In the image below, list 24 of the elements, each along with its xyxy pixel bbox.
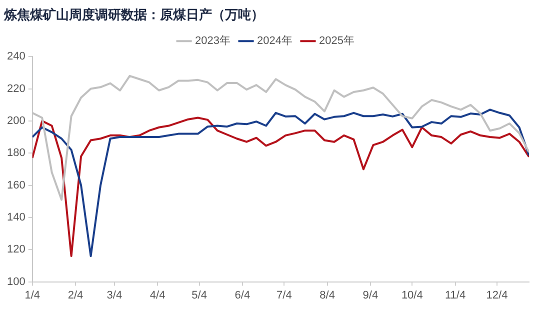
y-tick-label: 160	[6, 179, 26, 192]
y-tick-label: 140	[6, 211, 26, 224]
y-tick-label: 180	[6, 147, 26, 160]
x-tick-label: 4/4	[150, 289, 166, 302]
x-tick-label: 8/4	[320, 289, 335, 302]
legend-label: 2023年	[195, 35, 231, 48]
y-tick-label: 220	[6, 82, 26, 95]
x-tick-label: 2/4	[68, 289, 84, 302]
y-tick-label: 100	[6, 276, 26, 288]
x-tick-label: 11/4	[444, 289, 466, 302]
x-tick-label: 7/4	[276, 289, 292, 302]
x-tick-label: 1/4	[24, 289, 40, 302]
legend-label: 2024年	[257, 35, 292, 48]
y-tick-label: 240	[6, 50, 26, 63]
x-tick-label: 6/4	[234, 289, 250, 302]
x-tick-label: 12/4	[486, 289, 508, 302]
chart-title: 炼焦煤矿山周度调研数据：原煤日产（万吨）	[3, 7, 264, 24]
x-tick-label: 5/4	[192, 289, 207, 302]
x-tick-label: 10/4	[401, 289, 423, 302]
x-tick-label: 3/4	[106, 289, 122, 302]
legend-label: 2025年	[318, 35, 354, 48]
y-tick-label: 120	[6, 244, 26, 256]
y-tick-label: 200	[6, 114, 26, 127]
x-tick-label: 9/4	[362, 289, 378, 302]
